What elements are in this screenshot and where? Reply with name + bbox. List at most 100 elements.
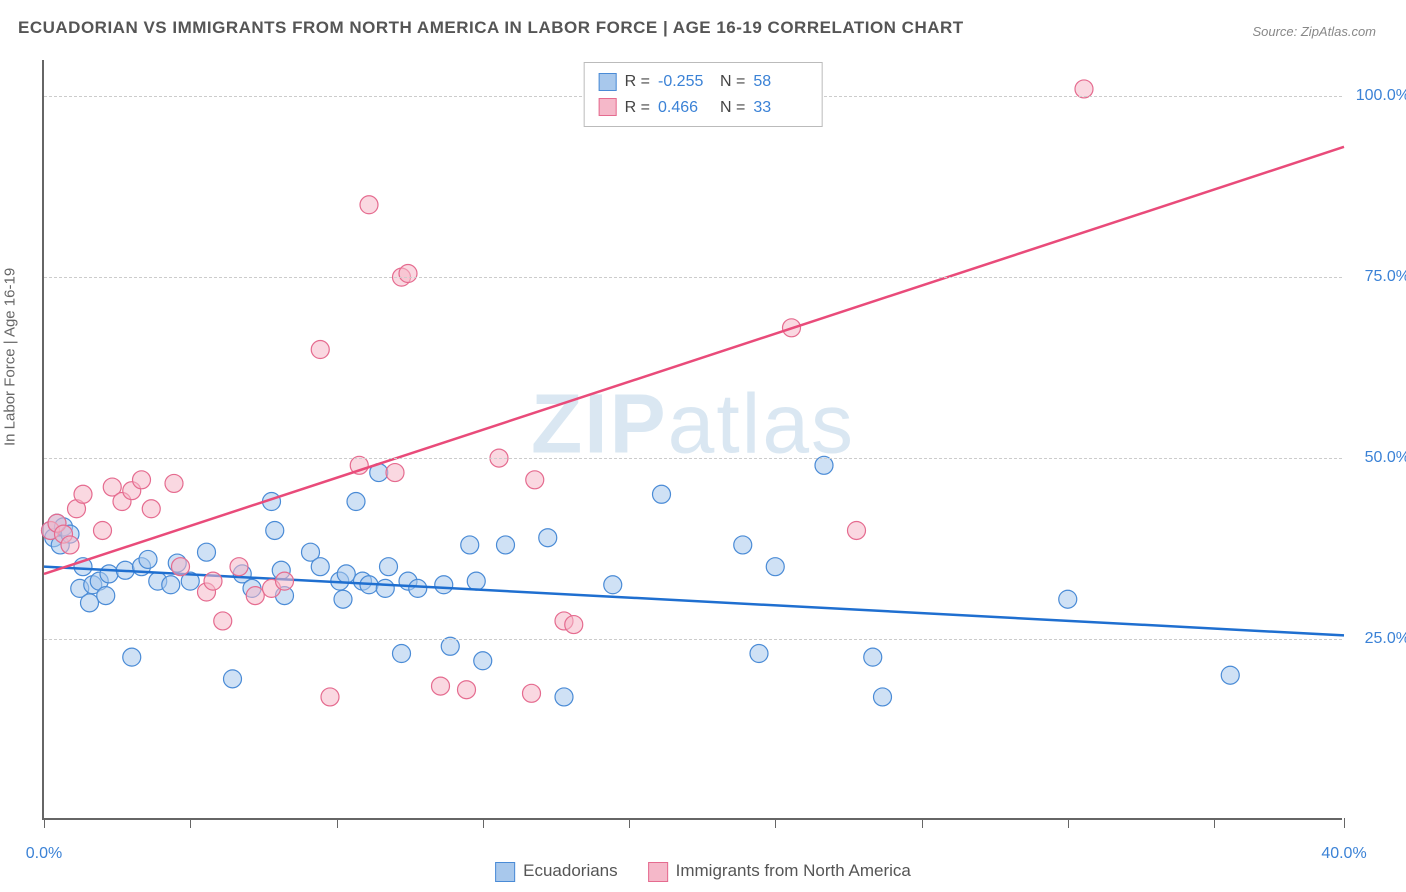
legend-swatch: [599, 73, 617, 91]
scatter-point: [604, 576, 622, 594]
scatter-point: [246, 587, 264, 605]
trend-line: [44, 147, 1344, 574]
scatter-point: [334, 590, 352, 608]
legend-item: Immigrants from North America: [648, 861, 911, 882]
scatter-point: [230, 558, 248, 576]
scatter-point: [100, 565, 118, 583]
x-tick: [1214, 818, 1215, 828]
scatter-point: [766, 558, 784, 576]
scatter-point: [347, 493, 365, 511]
plot-area: ZIPatlas 25.0%50.0%75.0%100.0%0.0%40.0%: [42, 60, 1342, 820]
scatter-point: [311, 558, 329, 576]
y-tick-label: 100.0%: [1356, 87, 1406, 105]
legend-r-label: R =: [625, 95, 650, 121]
scatter-point: [133, 471, 151, 489]
scatter-point: [224, 670, 242, 688]
x-tick: [775, 818, 776, 828]
x-tick: [337, 818, 338, 828]
legend-r-label: R =: [625, 69, 650, 95]
scatter-point: [94, 521, 112, 539]
legend-n-label: N =: [720, 69, 745, 95]
scatter-point: [565, 616, 583, 634]
scatter-point: [432, 677, 450, 695]
chart-svg: [44, 60, 1342, 818]
scatter-point: [734, 536, 752, 554]
series-legend: Ecuadorians Immigrants from North America: [495, 861, 911, 882]
scatter-point: [386, 464, 404, 482]
scatter-point: [874, 688, 892, 706]
scatter-point: [1221, 666, 1239, 684]
scatter-point: [276, 572, 294, 590]
scatter-point: [214, 612, 232, 630]
x-tick: [44, 818, 45, 828]
scatter-point: [97, 587, 115, 605]
scatter-point: [474, 652, 492, 670]
scatter-point: [139, 550, 157, 568]
scatter-point: [653, 485, 671, 503]
scatter-point: [555, 688, 573, 706]
scatter-point: [409, 579, 427, 597]
grid-line: [44, 277, 1342, 278]
scatter-point: [162, 576, 180, 594]
grid-line: [44, 458, 1342, 459]
x-tick-label: 40.0%: [1321, 845, 1366, 863]
legend-item: Ecuadorians: [495, 861, 618, 882]
legend-swatch: [495, 862, 515, 882]
scatter-point: [198, 543, 216, 561]
legend-r-value: -0.255: [658, 69, 712, 95]
scatter-point: [467, 572, 485, 590]
legend-swatch: [648, 862, 668, 882]
scatter-point: [81, 594, 99, 612]
legend-row: R = 0.466 N = 33: [599, 95, 808, 121]
scatter-point: [376, 579, 394, 597]
scatter-point: [750, 645, 768, 663]
y-axis-label: In Labor Force | Age 16-19: [2, 268, 19, 446]
x-tick: [1068, 818, 1069, 828]
scatter-point: [61, 536, 79, 554]
chart-title: ECUADORIAN VS IMMIGRANTS FROM NORTH AMER…: [18, 18, 964, 38]
scatter-point: [539, 529, 557, 547]
scatter-point: [497, 536, 515, 554]
legend-swatch: [599, 98, 617, 116]
source-label: Source: ZipAtlas.com: [1252, 24, 1376, 39]
scatter-point: [142, 500, 160, 518]
scatter-point: [172, 558, 190, 576]
scatter-point: [523, 684, 541, 702]
scatter-point: [204, 572, 222, 590]
scatter-point: [311, 341, 329, 359]
legend-row: R = -0.255 N = 58: [599, 69, 808, 95]
scatter-point: [399, 265, 417, 283]
legend-n-label: N =: [720, 95, 745, 121]
scatter-point: [321, 688, 339, 706]
correlation-legend: R = -0.255 N = 58 R = 0.466 N = 33: [584, 62, 823, 127]
legend-r-value: 0.466: [658, 95, 712, 121]
scatter-point: [74, 485, 92, 503]
scatter-point: [848, 521, 866, 539]
trend-line: [44, 567, 1344, 636]
scatter-point: [1059, 590, 1077, 608]
scatter-point: [165, 474, 183, 492]
scatter-point: [337, 565, 355, 583]
x-tick: [483, 818, 484, 828]
scatter-point: [380, 558, 398, 576]
scatter-point: [393, 645, 411, 663]
legend-n-value: 33: [753, 95, 807, 121]
scatter-point: [360, 196, 378, 214]
scatter-point: [461, 536, 479, 554]
x-tick: [922, 818, 923, 828]
legend-label: Immigrants from North America: [676, 861, 911, 880]
grid-line: [44, 639, 1342, 640]
scatter-point: [266, 521, 284, 539]
scatter-point: [435, 576, 453, 594]
x-tick: [190, 818, 191, 828]
y-tick-label: 50.0%: [1365, 449, 1406, 467]
scatter-point: [526, 471, 544, 489]
legend-n-value: 58: [753, 69, 807, 95]
x-tick: [629, 818, 630, 828]
y-tick-label: 75.0%: [1365, 268, 1406, 286]
legend-label: Ecuadorians: [523, 861, 618, 880]
y-tick-label: 25.0%: [1365, 630, 1406, 648]
x-tick-label: 0.0%: [26, 845, 62, 863]
x-tick: [1344, 818, 1345, 828]
scatter-point: [123, 648, 141, 666]
